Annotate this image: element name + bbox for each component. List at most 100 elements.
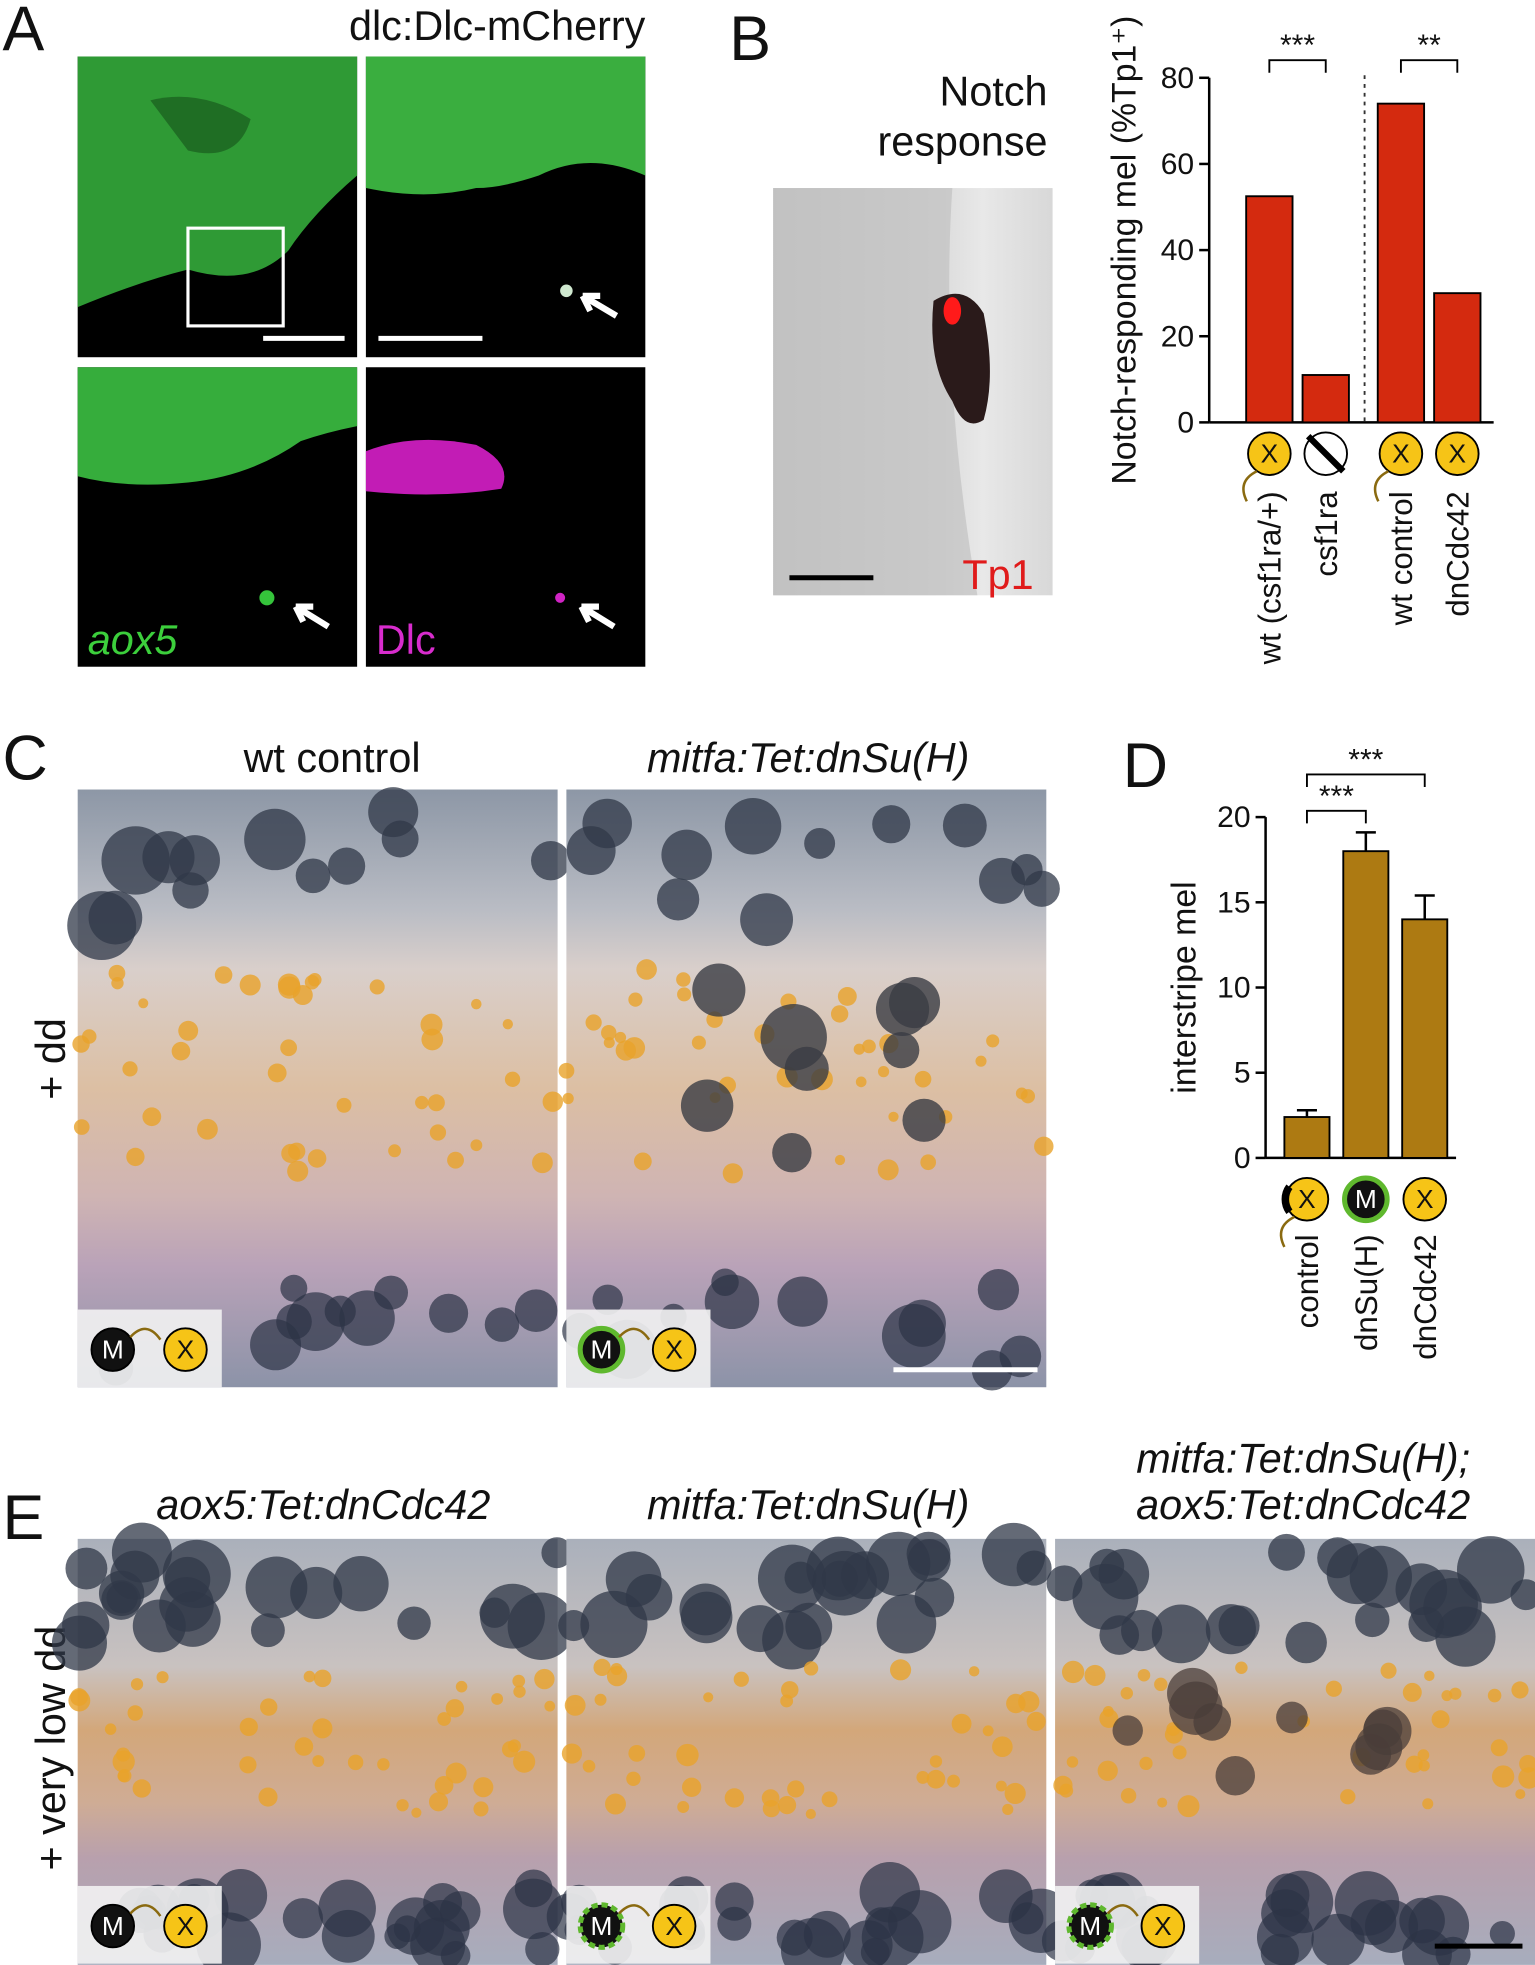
xanthophore [601,1024,617,1041]
xanthophore [473,1777,494,1798]
xanthophore [926,1769,946,1789]
panel-label: E [3,1483,45,1553]
xanthophore [703,1692,714,1703]
xanthophore [564,1694,586,1716]
xanthophore [504,1071,521,1087]
xanthophore [429,1124,447,1141]
xanthophore [307,1149,327,1168]
melanophore [172,872,209,909]
xanthophore [259,1698,278,1716]
xanthophore [676,1743,699,1767]
xanthophore [853,1043,865,1055]
xanthophore [411,1807,422,1818]
micrograph [773,188,1053,596]
xanthophore [287,1160,309,1182]
cell-process [618,1327,651,1341]
xanthophore [951,1713,972,1734]
xanthophore [593,1658,611,1677]
xanthophore [691,1035,706,1050]
melanophore [843,1920,893,1965]
melanophore [214,1869,268,1922]
xanthophore [914,1070,932,1088]
melanophore [704,1274,760,1330]
melanophore [282,1898,323,1939]
xanthophore [920,1154,937,1171]
melanophore [1089,1548,1125,1584]
genotype-icon: X [1373,431,1424,502]
condition-label: + dd [28,1018,74,1100]
icon-letter: X [665,1334,683,1364]
channel-label: aox5 [88,617,179,663]
xanthophore [513,1685,526,1698]
melanophore [592,1284,623,1315]
xanthophore [855,1076,867,1088]
xanthophore [303,1670,316,1683]
melanophore [715,1882,754,1921]
xanthophore [534,1668,555,1690]
xanthophore [1120,1788,1137,1804]
xanthophore [582,1759,596,1773]
xanthophore [1154,1677,1168,1692]
image-title: aox5:Tet:dnCdc42 [1136,1482,1470,1528]
xanthophore [916,1771,930,1784]
xanthophore [347,1754,364,1771]
genotype-icon: X [1279,1177,1330,1248]
melanophore [762,1610,822,1670]
y-tick-label: 20 [1217,801,1250,834]
xanthophore [1002,1803,1014,1816]
channel-label: Dlc [376,617,436,663]
cell-icon [1247,431,1292,476]
xanthophore [126,1147,145,1167]
xanthophore [888,1111,899,1122]
genotype-icon: X [1140,1903,1186,1949]
y-tick-label: 10 [1217,972,1250,1005]
melanophore [51,1615,108,1671]
melanophore [245,1556,308,1619]
xanthophore [803,1661,819,1676]
x-tick-label: csf1ra [1309,491,1344,577]
xanthophore [890,1659,912,1681]
panel-label: B [729,4,771,74]
melanophore [977,1269,1020,1311]
xanthophore [239,974,261,996]
xanthophore [1061,1660,1085,1684]
xanthophore [623,1037,646,1059]
genotype-icon: M [1342,1175,1390,1224]
cell-icon [90,1327,136,1372]
melanophore [1046,1565,1083,1602]
melanophore [328,847,366,885]
cell-icon [1140,1903,1186,1949]
panel-label: C [3,724,48,794]
genotype-icon: X [163,1327,208,1372]
xanthophore [396,1799,409,1812]
icon-letter: M [1355,1184,1377,1214]
melanophore [1317,1537,1359,1579]
xanthophore [178,1020,199,1041]
image-marker: Tp1 [962,552,1033,598]
melanophore [67,891,137,961]
xanthophore [104,1723,117,1735]
xanthophore [214,966,233,984]
melanophore [295,858,331,894]
cross-out [1305,433,1346,474]
xanthophore [112,1750,135,1773]
xanthophore [68,1689,91,1712]
xanthophore [377,1758,390,1771]
melanophore [872,805,911,844]
xanthophore [1177,1795,1200,1818]
x-tick-label: dnSu(H) [1349,1234,1384,1351]
xanthophore [171,1041,191,1061]
xanthophore [992,1736,1013,1757]
melanophore [479,1597,510,1628]
melanophore [514,1289,558,1333]
xanthophore [606,1665,628,1687]
xanthophore [1015,1087,1028,1100]
melanophore [804,827,836,859]
icon-letter: X [1416,1184,1434,1214]
melanophore [1456,1536,1525,1604]
micrograph [67,787,571,1388]
xanthophore [501,1741,519,1758]
xanthophore [108,964,126,982]
xanthophore [312,1755,325,1767]
xanthophore [682,1777,702,1797]
